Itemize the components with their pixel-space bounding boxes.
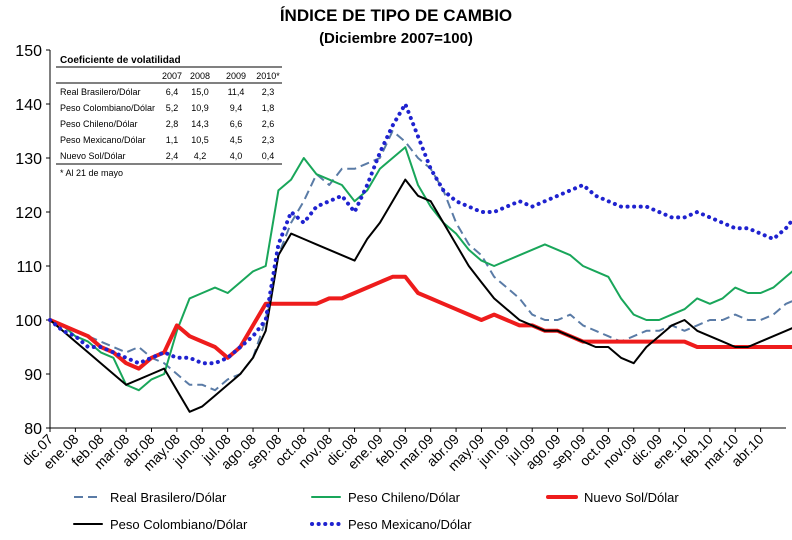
- chart-title: ÍNDICE DE TIPO DE CAMBIO: [279, 6, 513, 25]
- y-tick-label: 130: [15, 151, 42, 168]
- volatility-table: Coeficiente de volatilidad 2007 2008 2009 20…: [56, 48, 282, 182]
- series-line: [49, 130, 792, 392]
- series-line: [49, 178, 792, 413]
- table-year-header: 2008: [190, 71, 210, 81]
- table-cell: 6,6: [230, 119, 243, 129]
- series-line: [49, 146, 792, 392]
- series-line: [48, 274, 792, 371]
- table-row-label: Peso Mexicano/Dólar: [60, 135, 146, 145]
- legend-label: Peso Colombiano/Dólar: [110, 517, 248, 532]
- table-footnote: * Al 21 de mayo: [60, 168, 123, 178]
- table-title: Coeficiente de volatilidad: [60, 55, 181, 66]
- table-cell: 4,0: [230, 151, 243, 161]
- table-cell: 1,8: [262, 103, 275, 113]
- legend-label: Peso Chileno/Dólar: [348, 490, 461, 505]
- table-cell: 2,6: [262, 119, 275, 129]
- table-row-label: Nuevo Sol/Dólar: [60, 151, 126, 161]
- y-tick-label: 140: [15, 97, 42, 114]
- table-cell: 2,4: [166, 151, 179, 161]
- series-layer: [48, 102, 792, 413]
- table-cell: 14,3: [191, 119, 209, 129]
- table-cell: 11,4: [228, 87, 245, 97]
- table-year-header: 2010*: [256, 71, 280, 81]
- table-cell: 10,9: [191, 103, 209, 113]
- table-year-header: 2007: [162, 71, 182, 81]
- table-cell: 2,3: [262, 87, 275, 97]
- legend-label: Peso Mexicano/Dólar: [348, 517, 472, 532]
- table-cell: 6,4: [166, 87, 179, 97]
- y-tick-label: 100: [15, 313, 42, 330]
- legend-label: Nuevo Sol/Dólar: [584, 490, 679, 505]
- y-tick-label: 150: [15, 43, 42, 60]
- table-cell: 10,5: [191, 135, 209, 145]
- y-tick-label: 80: [24, 421, 42, 438]
- table-cell: 5,2: [166, 103, 179, 113]
- table-year-header: 2009: [226, 71, 246, 81]
- y-tick-label: 120: [15, 205, 42, 222]
- table-row-label: Peso Chileno/Dólar: [60, 119, 138, 129]
- table-cell: 4,5: [230, 135, 243, 145]
- table-cell: 2,8: [166, 119, 179, 129]
- table-row-label: Real Brasilero/Dólar: [60, 87, 141, 97]
- table-cell: 1,1: [166, 135, 179, 145]
- table-cell: 9,4: [230, 103, 243, 113]
- table-row-label: Peso Colombiano/Dólar: [60, 103, 155, 113]
- table-background: [56, 48, 282, 182]
- chart-subtitle: (Diciembre 2007=100): [319, 30, 473, 47]
- legend: Real Brasilero/Dólar Peso Chileno/Dólar Nu…: [73, 490, 679, 532]
- table-cell: 0,4: [262, 151, 275, 161]
- table-cell: 4,2: [194, 151, 207, 161]
- legend-label: Real Brasilero/Dólar: [110, 490, 227, 505]
- y-tick-label: 110: [16, 259, 42, 276]
- series-line: [48, 102, 792, 366]
- y-tick-label: 90: [24, 367, 42, 384]
- table-cell: 2,3: [262, 135, 275, 145]
- table-cell: 15,0: [191, 87, 209, 97]
